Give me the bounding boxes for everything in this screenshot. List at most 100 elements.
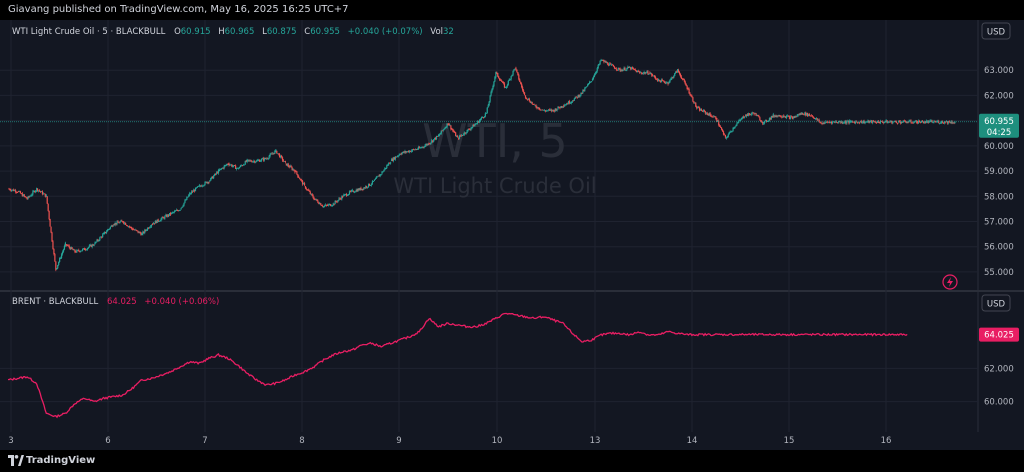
brent-currency-button[interactable]: USD [981, 294, 1011, 312]
wti-candle-body [59, 258, 61, 263]
wti-candle-body [847, 120, 849, 122]
wti-candle-body [809, 115, 812, 117]
wti-candle-body [277, 153, 279, 155]
wti-candle-body [118, 222, 120, 224]
wti-candle-body [196, 186, 198, 188]
wti-candle-body [380, 174, 382, 176]
wti-candle-body [503, 83, 506, 88]
wti-candle-body [682, 78, 684, 80]
wti-candle-body [610, 63, 612, 65]
wti-candle-body [227, 164, 229, 165]
wti-candle-body [51, 232, 53, 242]
tradingview-logo-icon [8, 455, 24, 466]
wti-candle-body [435, 135, 438, 140]
wti-pane[interactable] [0, 20, 978, 290]
wti-candle-body [437, 135, 440, 137]
wti-candle-body [417, 147, 419, 150]
wti-candle-body [273, 153, 275, 155]
wti-candle-body [738, 120, 740, 123]
wti-candle-body [462, 134, 464, 136]
brent-line-layer [7, 312, 908, 419]
wti-candle-body [749, 114, 751, 116]
wti-candle-body [159, 220, 161, 222]
wti-candle-body [582, 90, 584, 93]
wti-candle-body [96, 239, 98, 242]
wti-candle-body [902, 120, 904, 123]
wti-candle-body [551, 109, 553, 112]
wti-candle-body [742, 116, 744, 118]
wti-candle-body [44, 193, 46, 197]
chart-frame[interactable]: WTI, 5 WTI Light Crude Oil WTI Light Cru… [0, 20, 1024, 450]
wti-candle-body [465, 132, 467, 134]
wti-candle-body [347, 194, 350, 196]
wti-candle-body [875, 122, 878, 124]
brent-pane[interactable] [0, 292, 978, 432]
wti-candle-body [483, 116, 485, 118]
wti-candle-body [515, 67, 517, 70]
wti-candle-body [783, 115, 785, 117]
wti-candle-body [439, 133, 441, 135]
wti-candle-body [29, 195, 31, 197]
brent-price-axis[interactable] [978, 292, 1024, 432]
time-tick-label: 10 [492, 436, 503, 446]
wti-candle-body [20, 193, 22, 195]
wti-candle-body [344, 194, 346, 196]
wti-candle-body [78, 249, 80, 251]
time-tick-label: 9 [396, 436, 401, 446]
wti-candle-body [433, 139, 435, 142]
wti-candle-body [134, 229, 136, 231]
wti-candle-body [632, 67, 634, 69]
wti-candle-body [913, 122, 915, 124]
wti-candle-body [675, 71, 677, 74]
wti-candle-body [611, 64, 614, 66]
wti-candle-body [324, 205, 326, 207]
wti-candle-body [215, 172, 218, 175]
wti-price-axis[interactable] [978, 20, 1024, 290]
wti-candle-body [765, 120, 768, 122]
wti-candle-body [424, 145, 426, 148]
wti-candle-body [337, 200, 339, 202]
time-tick-label: 13 [590, 436, 601, 446]
wti-candle-body [174, 210, 176, 212]
wti-candle-body [904, 120, 906, 122]
wti-candle-body [165, 215, 167, 217]
wti-candle-body [289, 166, 291, 168]
wti-candle-body [606, 62, 608, 64]
chart-svg[interactable]: WTI, 5 WTI Light Crude Oil WTI Light Cru… [0, 20, 1024, 450]
wti-candle-body [407, 151, 409, 152]
time-axis[interactable] [0, 432, 1024, 450]
wti-candle-body [314, 198, 316, 200]
wti-candle-body [297, 174, 299, 177]
wti-candle-body [338, 198, 340, 201]
wti-candle-body [899, 121, 902, 124]
wti-candle-body [673, 75, 675, 78]
wti-candle-body [194, 187, 197, 192]
wti-currency-button[interactable]: USD [981, 22, 1011, 40]
wti-candle-body [763, 122, 765, 124]
wti-candle-body [151, 224, 154, 225]
wti-candle-body [793, 117, 795, 119]
wti-candle-body [657, 78, 660, 81]
wti-candle-body [950, 121, 952, 124]
wti-candle-body [353, 191, 355, 193]
wti-candle-body [332, 203, 334, 206]
wti-candle-body [530, 102, 532, 103]
wti-tick-label: 59.000 [984, 167, 1014, 177]
wti-countdown: 04:25 [987, 128, 1012, 138]
wti-candle-body [398, 154, 400, 156]
wti-candle-body [461, 135, 463, 136]
wti-candle-body [404, 151, 406, 153]
wti-candle-body [77, 249, 79, 251]
wti-candle-body [716, 118, 718, 122]
wti-candle-body [113, 224, 115, 226]
wti-candle-body [61, 251, 64, 255]
wti-candle-body [803, 114, 805, 116]
wti-candle-body [752, 112, 754, 114]
wti-candle-body [713, 116, 715, 118]
wti-candle-body [586, 86, 588, 88]
wti-candle-body [146, 230, 148, 231]
wti-candle-body [621, 70, 623, 72]
lightning-icon[interactable] [942, 274, 958, 290]
wti-candle-body [393, 157, 396, 160]
wti-candle-body [510, 76, 512, 80]
